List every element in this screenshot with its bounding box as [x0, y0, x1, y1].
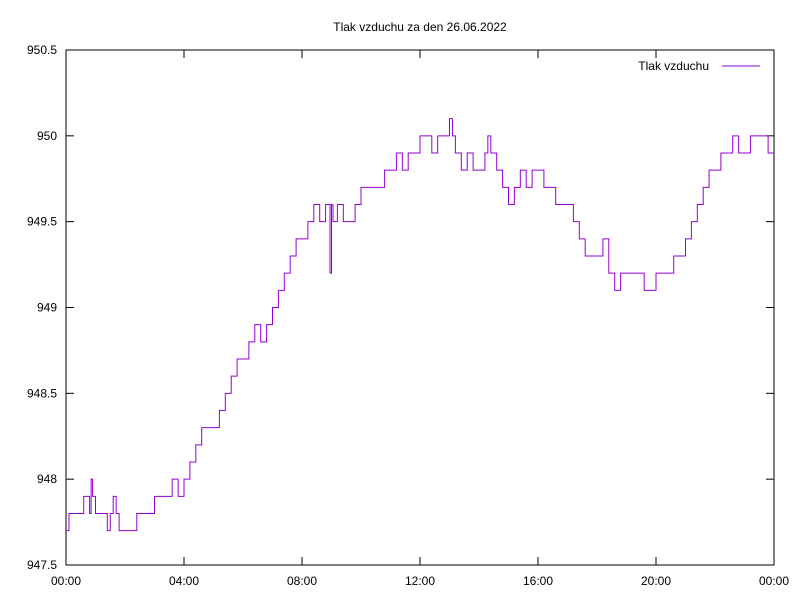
axes-layer: 947.5 948 948.5 949 949.5 950 950.5 00:00 04:00 0…	[27, 43, 789, 588]
x-tick-label: 04:00	[169, 574, 199, 588]
legend-label: Tlak vzduchu	[638, 59, 709, 73]
x-tick-label: 00:00	[759, 574, 789, 588]
legend: Tlak vzduchu	[638, 59, 760, 73]
y-tick-label: 949.5	[27, 215, 57, 229]
chart-title: Tlak vzduchu za den 26.06.2022	[333, 20, 507, 34]
x-tick-label: 16:00	[523, 574, 553, 588]
y-tick-label: 950	[37, 129, 57, 143]
y-tick-label: 948	[37, 472, 57, 486]
y-tick-label: 948.5	[27, 386, 57, 400]
x-tick-label: 00:00	[51, 574, 81, 588]
series-line-pressure	[66, 118, 774, 532]
y-tick-label: 947.5	[27, 558, 57, 572]
y-tick-label: 949	[37, 301, 57, 315]
x-tick-label: 20:00	[641, 574, 671, 588]
y-tick-label: 950.5	[27, 43, 57, 57]
plot-layer	[66, 118, 774, 532]
x-tick-label: 12:00	[405, 574, 435, 588]
x-tick-label: 08:00	[287, 574, 317, 588]
